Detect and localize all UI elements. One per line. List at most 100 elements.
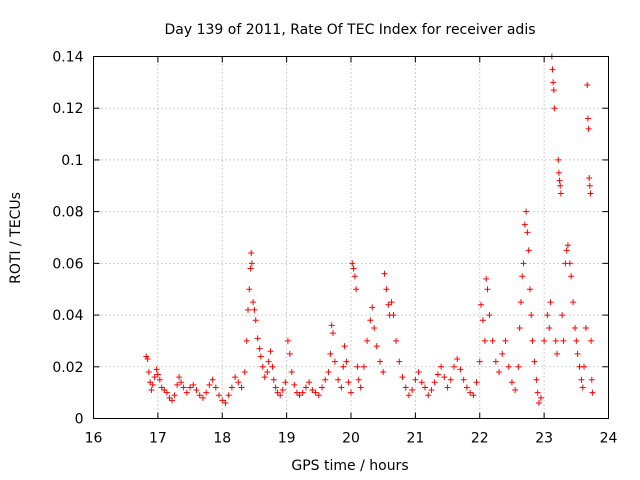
data-point — [364, 337, 371, 344]
data-point — [584, 81, 591, 88]
data-point — [521, 221, 528, 228]
data-point — [573, 337, 580, 344]
data-point — [328, 322, 335, 329]
data-point — [550, 87, 557, 94]
data-point — [557, 182, 564, 189]
data-point — [515, 363, 522, 370]
data-point — [183, 389, 190, 396]
data-point — [531, 358, 538, 365]
data-point — [265, 358, 272, 365]
data-point — [428, 387, 435, 394]
data-point — [535, 399, 542, 406]
data-point — [206, 381, 213, 388]
data-point — [216, 392, 223, 399]
data-point — [355, 376, 362, 383]
data-point — [523, 208, 530, 215]
x-tick-label: 23 — [535, 431, 553, 447]
data-point — [232, 374, 239, 381]
data-point — [584, 115, 591, 122]
data-point — [447, 376, 454, 383]
data-point — [248, 260, 255, 267]
data-point — [557, 190, 564, 197]
data-points — [143, 53, 596, 406]
data-point — [402, 384, 409, 391]
data-point — [327, 350, 334, 357]
x-tick-label: 20 — [342, 431, 360, 447]
data-point — [556, 177, 563, 184]
data-point — [486, 312, 493, 319]
data-point — [434, 371, 441, 378]
data-point — [325, 368, 332, 375]
data-point — [587, 190, 594, 197]
data-point — [529, 337, 536, 344]
data-point — [247, 265, 254, 272]
data-point — [282, 379, 289, 386]
data-point — [153, 366, 160, 373]
data-point — [161, 387, 168, 394]
data-point — [585, 125, 592, 132]
data-point — [418, 379, 425, 386]
data-point — [454, 356, 461, 363]
data-point — [524, 229, 531, 236]
data-point — [588, 376, 595, 383]
data-point — [516, 325, 523, 331]
data-point — [350, 265, 357, 272]
data-point — [272, 384, 279, 391]
data-point — [470, 392, 477, 399]
data-point — [481, 337, 488, 344]
data-point — [484, 286, 491, 293]
data-point — [582, 325, 589, 331]
data-point — [163, 389, 170, 396]
data-point — [473, 379, 480, 386]
data-point — [460, 376, 467, 383]
data-point — [293, 389, 300, 396]
x-axis-label: GPS time / hours — [291, 458, 408, 474]
data-point — [551, 105, 558, 112]
data-point — [376, 358, 383, 365]
data-point — [431, 379, 438, 386]
data-point — [520, 260, 527, 267]
data-point — [467, 389, 474, 396]
x-tick-label: 17 — [149, 431, 167, 447]
data-point — [343, 358, 350, 365]
data-point — [415, 368, 422, 375]
data-point — [145, 368, 152, 375]
data-point — [502, 337, 509, 344]
data-point — [390, 312, 397, 319]
data-point — [251, 306, 258, 313]
data-point — [476, 358, 483, 365]
data-point — [381, 270, 388, 277]
data-point — [546, 325, 553, 331]
y-tick-label: 0.04 — [52, 308, 83, 324]
data-point — [451, 363, 457, 370]
data-point — [288, 368, 295, 375]
x-tick-label: 21 — [406, 431, 424, 447]
data-point — [574, 350, 581, 357]
data-point — [274, 389, 281, 396]
y-axis-ticks: 0 0.02 0.04 0.06 0.08 0.1 0.12 0.14 — [52, 50, 609, 428]
data-point — [225, 392, 232, 399]
data-point — [257, 353, 264, 360]
data-point — [534, 389, 541, 396]
data-point — [586, 175, 593, 182]
data-point — [425, 392, 432, 399]
data-point — [341, 343, 348, 350]
data-point — [393, 337, 400, 344]
data-point — [338, 384, 345, 391]
data-point — [581, 363, 588, 370]
x-tick-label: 16 — [85, 431, 103, 447]
data-point — [589, 389, 596, 396]
data-point — [277, 392, 284, 399]
data-point — [385, 301, 392, 308]
data-point — [463, 384, 470, 391]
data-point — [438, 363, 445, 370]
y-tick-label: 0 — [75, 412, 84, 428]
data-point — [560, 337, 567, 344]
data-point — [537, 394, 544, 401]
data-point — [322, 376, 329, 383]
grid — [93, 56, 609, 419]
data-point — [147, 379, 154, 386]
data-point — [171, 392, 178, 399]
data-point — [348, 389, 354, 396]
data-point — [180, 384, 187, 391]
